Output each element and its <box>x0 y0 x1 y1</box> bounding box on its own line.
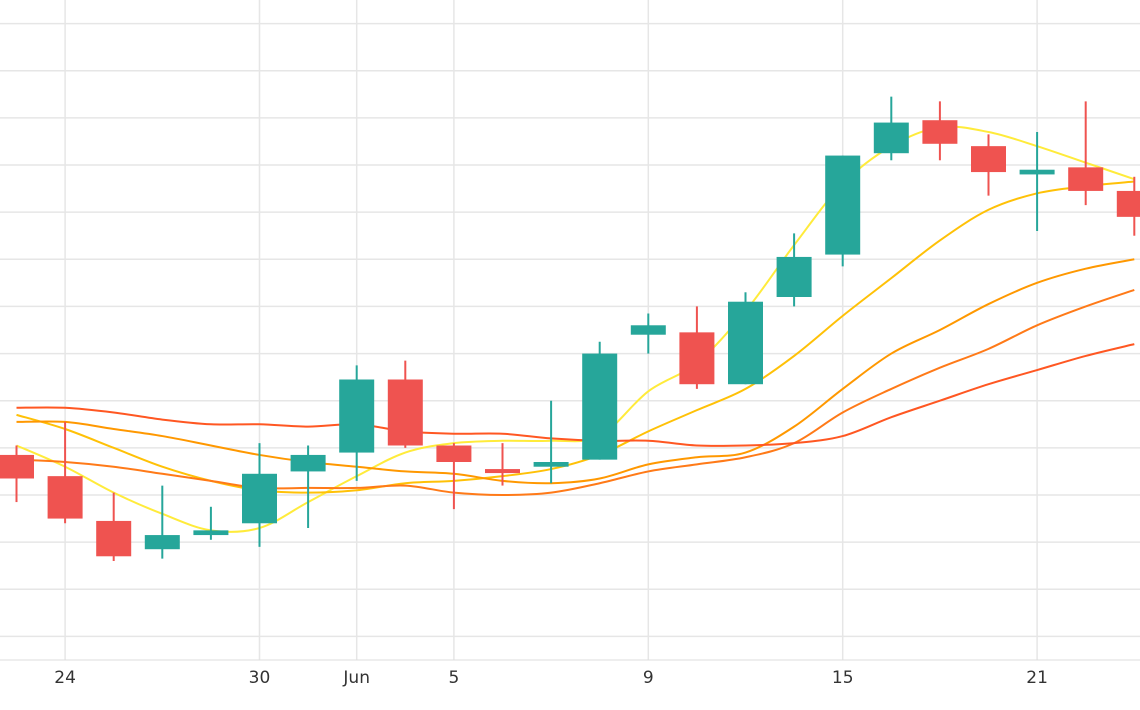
candle-body <box>971 146 1006 173</box>
candle-up <box>533 400 569 484</box>
moving-average-line <box>16 258 1135 485</box>
moving-average-line <box>16 343 1135 447</box>
candle-up <box>1019 132 1055 231</box>
candle-body <box>387 379 423 446</box>
x-axis: 24 30 Jun 5 9 15 21 <box>54 668 1048 688</box>
candle-body <box>339 379 375 453</box>
candle-up <box>630 313 666 354</box>
moving-average-line <box>16 125 1135 533</box>
candle-body <box>242 473 277 524</box>
candle-body <box>1068 167 1104 191</box>
candle-down <box>0 445 34 503</box>
candle-body <box>630 325 666 335</box>
candle-up <box>728 292 763 385</box>
candle-body <box>679 332 715 385</box>
moving-average-line <box>16 288 1135 497</box>
candle-down <box>96 492 132 561</box>
candle-down <box>47 421 83 524</box>
candle-down <box>436 443 472 510</box>
moving-average-line <box>16 180 1135 494</box>
candle-down <box>485 443 520 486</box>
candle-down <box>1116 176 1140 236</box>
candle-body <box>728 301 763 385</box>
candle-body <box>922 120 958 144</box>
candle-body <box>96 520 132 557</box>
candle-body <box>436 445 472 462</box>
candle-body <box>776 256 812 297</box>
candle-down <box>387 360 423 448</box>
x-tick-label: 30 <box>249 668 271 688</box>
candle-up <box>582 341 618 460</box>
grid <box>0 0 1140 661</box>
x-tick-label: 24 <box>54 668 76 688</box>
candle-up <box>339 365 375 481</box>
candle-body <box>0 454 34 479</box>
candle-body <box>582 353 618 460</box>
candle-up <box>144 485 180 559</box>
candle-body <box>873 122 909 154</box>
candle-up <box>825 155 861 267</box>
candle-body <box>1019 169 1055 175</box>
moving-average-lines <box>16 125 1135 533</box>
x-tick-label: 15 <box>832 668 854 688</box>
candle-up <box>193 506 229 540</box>
candles <box>0 96 1140 561</box>
candle-down <box>679 306 715 389</box>
x-tick-label: 5 <box>448 668 459 688</box>
candle-body <box>290 454 326 472</box>
candle-body <box>825 155 861 255</box>
candle-body <box>533 462 569 467</box>
candle-up <box>776 233 812 307</box>
x-tick-label: 21 <box>1026 668 1048 688</box>
candle-body <box>1116 190 1140 217</box>
x-tick-label: Jun <box>342 668 370 688</box>
x-tick-label: 9 <box>643 668 654 688</box>
candle-up <box>242 443 277 547</box>
candle-body <box>144 535 180 550</box>
candle-down <box>1068 101 1104 206</box>
candle-body <box>47 476 83 519</box>
candle-up <box>873 96 909 161</box>
candle-down <box>922 101 958 161</box>
candle-up <box>290 445 326 528</box>
candle-down <box>971 134 1006 196</box>
candle-body <box>193 530 229 536</box>
candle-body <box>485 469 520 474</box>
